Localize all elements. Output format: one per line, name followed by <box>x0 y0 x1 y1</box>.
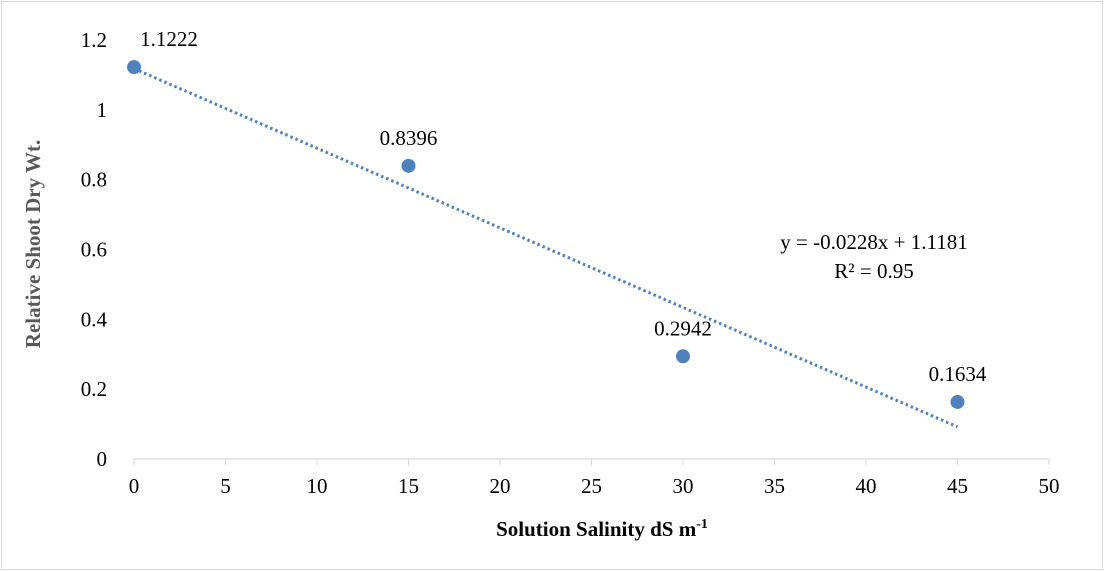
x-axis-title-superscript: -1 <box>696 517 708 532</box>
x-tick-label: 15 <box>398 474 419 498</box>
y-tick-label: 0 <box>97 447 108 471</box>
trendline-equation: y = -0.0228x + 1.1181 <box>780 230 967 254</box>
data-label: 0.8396 <box>380 126 438 150</box>
y-tick-label: 1 <box>97 98 108 122</box>
y-tick-label: 0.6 <box>81 238 107 262</box>
data-label: 1.1222 <box>140 27 198 51</box>
data-point <box>676 349 690 364</box>
x-tick-label: 10 <box>307 474 328 498</box>
data-labels: 1.1222 0.8396 0.2942 0.1634 <box>140 27 987 386</box>
data-points <box>127 60 965 409</box>
data-label: 0.1634 <box>929 362 987 386</box>
trendline-group <box>133 67 959 429</box>
y-axis-title: Relative Shoot Dry Wt. <box>21 140 45 348</box>
x-tick-label: 0 <box>129 474 140 498</box>
data-label: 0.2942 <box>654 316 712 340</box>
x-tick-label: 5 <box>220 474 231 498</box>
axes: 0 5 10 15 20 25 30 35 40 45 50 0 0.2 0.4 0.6 0.8 1 1.2 <box>81 28 1060 498</box>
y-tick-label: 1.2 <box>81 28 107 52</box>
y-tick-label: 0.2 <box>81 377 107 401</box>
data-point <box>950 394 965 409</box>
x-tick-label: 25 <box>581 474 602 498</box>
x-axis-title-text: Solution Salinity dS m <box>496 517 697 541</box>
x-tick-label: 45 <box>947 474 968 498</box>
x-axis-title: Solution Salinity dS m-1 <box>496 517 708 541</box>
y-tick-label: 0.4 <box>81 307 108 331</box>
x-tick-label: 20 <box>490 474 511 498</box>
trendline-r-squared: R² = 0.95 <box>834 259 913 283</box>
x-tick-label: 30 <box>673 474 694 498</box>
data-point <box>401 158 416 173</box>
x-tick-label: 50 <box>1039 474 1060 498</box>
x-tick-label: 35 <box>764 474 785 498</box>
data-point <box>127 60 141 75</box>
trendline <box>133 67 959 429</box>
y-tick-label: 0.8 <box>81 168 107 192</box>
x-tick-label: 40 <box>856 474 877 498</box>
